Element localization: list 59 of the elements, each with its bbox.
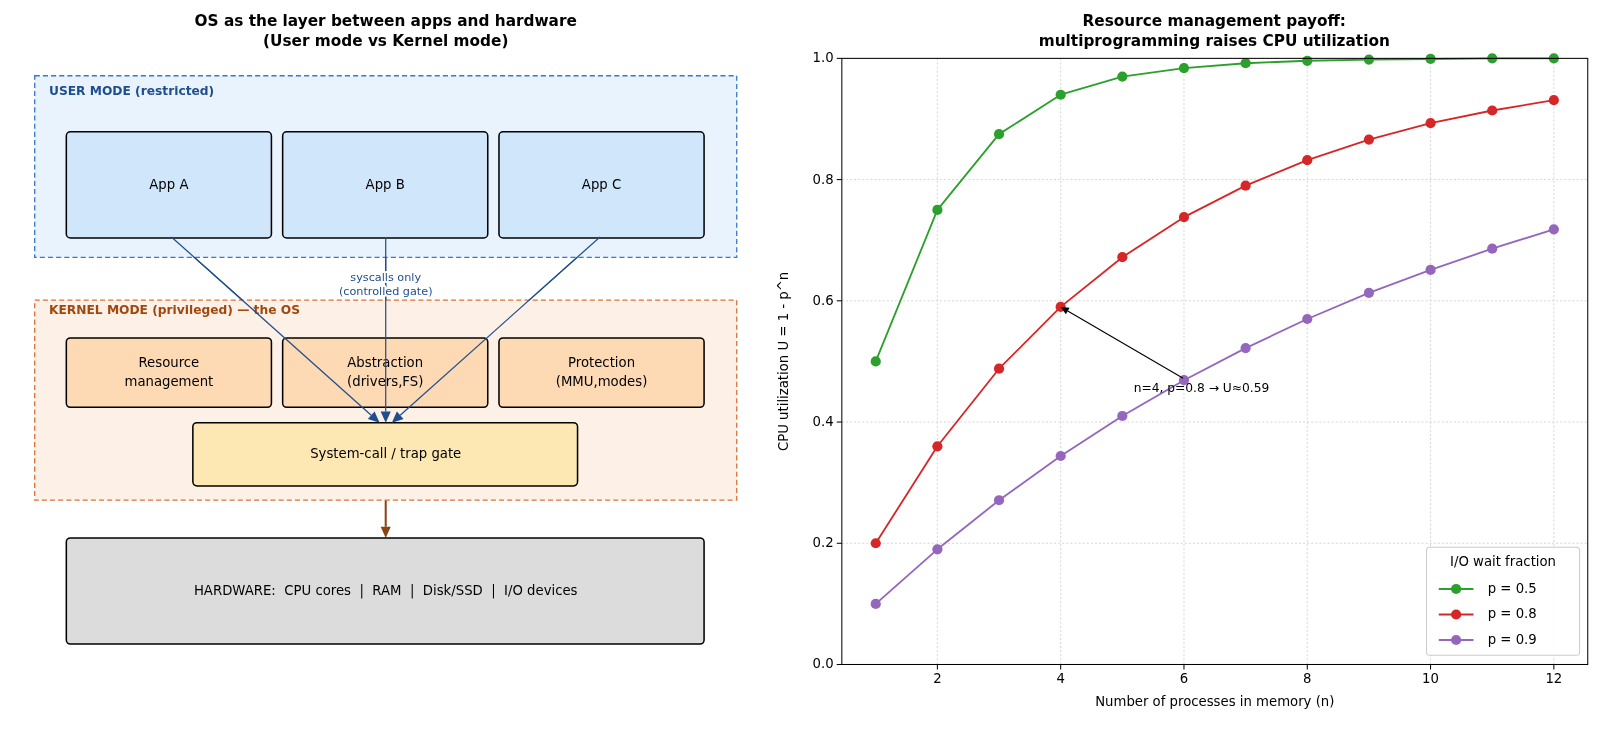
x-tick-label: 12 — [1545, 670, 1563, 686]
point — [1425, 264, 1436, 276]
point — [993, 363, 1005, 374]
legend-title: I/O wait fraction — [1450, 554, 1557, 570]
y-tick-label: 0.0 — [812, 656, 834, 672]
text: OS as the layer between apps and hardware (User mode vs Kernel mode) — [194, 11, 577, 50]
point — [1055, 89, 1066, 100]
legend-label: p = 0.8 — [1487, 606, 1537, 622]
text: USER MODE (restricted) — [48, 83, 215, 98]
text: App C — [581, 176, 622, 192]
point — [1487, 243, 1498, 254]
text: App A — [149, 176, 189, 192]
legend-label: p = 0.5 — [1487, 580, 1537, 596]
point — [1117, 410, 1128, 422]
annotation: n=4, p=0.8 → U≈0.59 — [1133, 381, 1270, 396]
text: App B — [365, 176, 405, 192]
chart-title: Resource management payoff: multiprogramming raises CPU utilization — [1038, 11, 1390, 50]
y-axis-title: CPU utilization U = 1 - p^n — [775, 271, 791, 452]
x-axis-title: Number of processes in memory (n) — [1095, 694, 1335, 710]
point — [932, 204, 943, 215]
point — [1548, 224, 1559, 235]
text: HARDWARE: CPU cores | RAM | Disk/SSD | I/O devices — [193, 583, 578, 600]
point — [870, 538, 881, 549]
point — [870, 356, 881, 367]
x-tick-label: 4 — [1056, 670, 1065, 686]
point — [1240, 342, 1251, 354]
x-tick-label: 6 — [1179, 670, 1189, 686]
point — [1117, 71, 1128, 82]
text: Protection (MMU,modes) — [555, 354, 648, 390]
text: Resource management — [124, 354, 214, 390]
legend-label: p = 0.9 — [1487, 632, 1537, 647]
y-tick-label: 0.4 — [812, 414, 834, 430]
point — [1487, 105, 1498, 116]
point — [1240, 180, 1251, 191]
point — [1425, 118, 1436, 129]
point — [1055, 450, 1066, 462]
point — [1363, 134, 1375, 145]
x-tick-label: 10 — [1422, 670, 1439, 686]
point — [993, 129, 1005, 140]
point — [1302, 313, 1313, 325]
x-tick-label: 2 — [933, 670, 942, 686]
point — [870, 598, 881, 609]
point — [1240, 58, 1251, 69]
point — [1117, 252, 1128, 263]
point — [1178, 212, 1190, 223]
x-tick-label: 8 — [1303, 670, 1312, 686]
text: KERNEL MODE (privileged) — the OS — [48, 302, 300, 317]
y-tick-label: 0.2 — [812, 535, 834, 551]
point — [993, 495, 1005, 506]
point — [1302, 155, 1313, 166]
point — [932, 441, 943, 452]
y-tick-label: 0.8 — [812, 171, 834, 187]
point — [932, 544, 943, 555]
y-tick-label: 0.6 — [812, 292, 834, 308]
y-tick-label: 1.0 — [812, 50, 834, 66]
text: System-call / trap gate — [310, 446, 462, 462]
point — [1363, 287, 1375, 299]
point — [1178, 62, 1190, 74]
point — [1548, 95, 1559, 106]
